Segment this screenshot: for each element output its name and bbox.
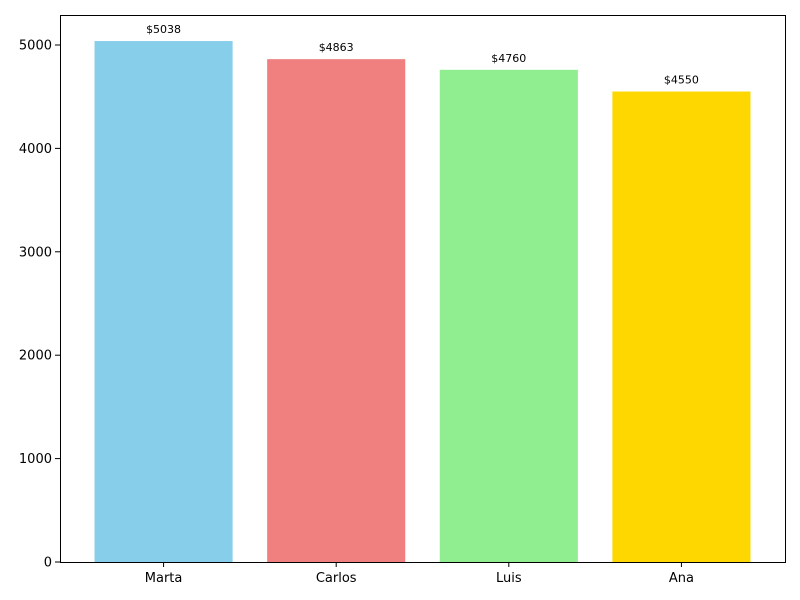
data-labels: $5038 $4863 $4760 $4550 [146,23,699,86]
x-axis: Marta Carlos Luis Ana [145,562,694,586]
y-tick-label-3000: 3000 [19,245,52,260]
bar-luis [439,69,578,562]
bar-marta [94,41,233,562]
data-label-ana: $4550 [664,74,699,87]
y-tick-label-4000: 4000 [19,142,52,157]
y-tick-label-2000: 2000 [19,349,52,364]
bar-ana [612,91,751,563]
plot-frame [60,15,786,563]
y-axis: 0 1000 2000 3000 4000 5000 [19,38,60,571]
x-tick-label-luis: Luis [496,571,522,586]
x-tick-label-marta: Marta [145,571,183,586]
x-tick-label-carlos: Carlos [316,571,357,586]
bars [94,41,751,563]
x-tick-label-ana: Ana [669,571,694,586]
data-label-marta: $5038 [146,23,181,36]
y-tick-label-5000: 5000 [19,38,52,53]
data-label-carlos: $4863 [319,41,354,54]
data-label-luis: $4760 [491,52,526,65]
bar-carlos [267,59,406,563]
y-tick-label-1000: 1000 [19,452,52,467]
y-tick-label-0: 0 [44,556,52,571]
